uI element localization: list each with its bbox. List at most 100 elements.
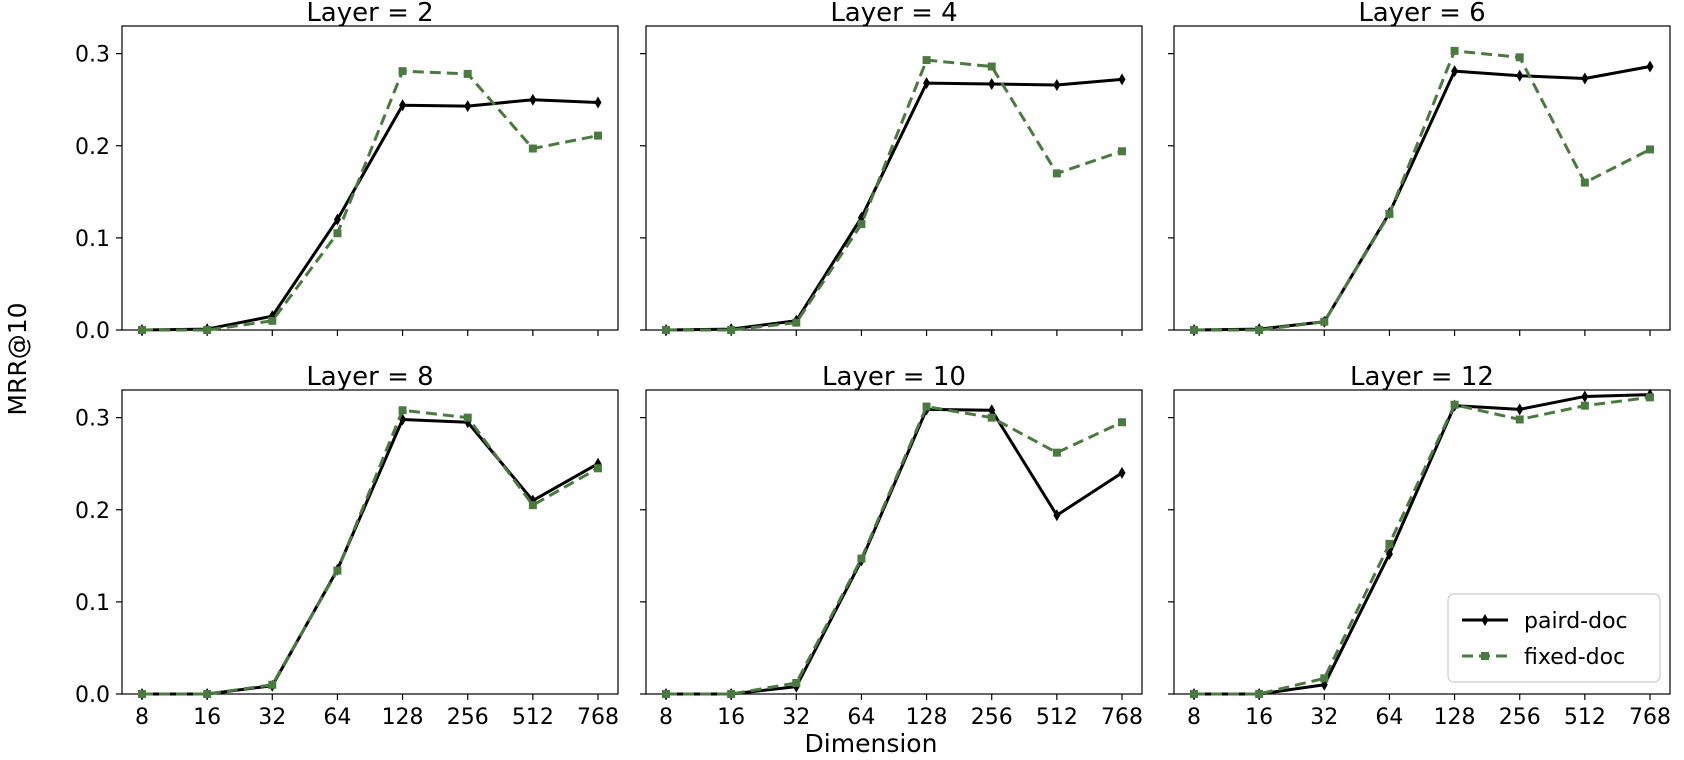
fixed-doc-line: [1194, 395, 1651, 696]
x-tick-label: 32: [258, 705, 286, 730]
subplot-5: Layer = 10 8 16 32 64 128 256 512 768: [640, 362, 1143, 730]
fixed-doc-point: [398, 67, 407, 76]
fixed-doc-point: [594, 464, 602, 473]
fixed-doc-point: [1118, 147, 1126, 156]
fixed-doc-line: [666, 405, 1123, 696]
fixed-doc-point: [1052, 448, 1061, 457]
fixed-doc-point: [1255, 690, 1264, 698]
fixed-doc-point: [203, 690, 212, 698]
fixed-doc-point: [922, 402, 931, 411]
fixed-doc-point: [792, 678, 801, 687]
fixed-doc-point: [203, 326, 212, 334]
fixed-doc-point: [1646, 145, 1654, 154]
axes-frame: [121, 25, 619, 331]
fixed-doc-point: [727, 690, 736, 698]
y-tick-label: 0.3: [75, 43, 110, 68]
fixed-doc-point: [727, 326, 736, 334]
fixed-doc-point: [594, 131, 602, 140]
subplot-title: Layer = 2: [306, 0, 433, 28]
x-axis-label: Dimension: [805, 729, 938, 758]
fixed-doc-point: [1052, 169, 1061, 178]
fixed-doc-line: [1194, 49, 1651, 332]
x-tick-label: 128: [906, 705, 948, 730]
fixed-doc-point: [138, 326, 146, 334]
x-tick-label: 32: [1310, 705, 1338, 730]
fixed-doc-point: [1320, 674, 1329, 683]
paird-doc-point: [1516, 69, 1524, 82]
subplot-2: Layer = 4: [640, 0, 1143, 336]
paird-doc-point: [1581, 390, 1589, 403]
x-tick-label: 8: [659, 705, 673, 730]
subplot-title: Layer = 12: [1350, 362, 1494, 392]
paird-doc-point: [1581, 72, 1589, 85]
paird-doc-point: [464, 100, 472, 113]
y-tick-label: 0.1: [75, 591, 110, 616]
paird-doc-line: [665, 77, 1123, 332]
fixed-doc-point: [528, 501, 537, 510]
fixed-doc-point: [333, 566, 342, 575]
x-tick-label: 512: [1564, 705, 1606, 730]
legend-label: paird-doc: [1524, 609, 1628, 634]
x-tick-label: 64: [847, 705, 875, 730]
x-tick-label: 16: [717, 705, 745, 730]
y-tick-label: 0.0: [75, 319, 110, 344]
y-tick-label: 0.3: [75, 407, 110, 432]
y-tick-label: 0.2: [75, 499, 110, 524]
fixed-doc-line: [142, 408, 599, 696]
x-tick-label: 256: [447, 705, 489, 730]
subplot-title: Layer = 4: [830, 0, 957, 28]
x-tick-label: 16: [1245, 705, 1273, 730]
fixed-doc-point: [1450, 400, 1459, 409]
paird-doc-point: [1516, 403, 1524, 416]
paird-doc-point: [1385, 547, 1393, 560]
fixed-doc-point: [1255, 326, 1264, 334]
fixed-doc-point: [1580, 178, 1589, 187]
paird-doc-point: [1118, 466, 1126, 479]
fixed-doc-point: [1646, 393, 1654, 402]
paird-doc-point: [1451, 65, 1459, 78]
x-tick-label: 512: [1036, 705, 1078, 730]
x-tick-label: 8: [135, 705, 149, 730]
paird-doc-line: [142, 417, 599, 696]
x-tick-label: 16: [193, 705, 221, 730]
fixed-doc-point: [398, 406, 407, 415]
subplot-1: Layer = 2 0.0 0.1 0.2 0.3: [75, 0, 619, 344]
fixed-doc-point: [138, 690, 146, 698]
legend-box: [1447, 593, 1661, 683]
x-tick-label: 64: [1375, 705, 1403, 730]
paird-doc-point: [1053, 509, 1061, 522]
x-tick-label: 64: [323, 705, 351, 730]
fixed-doc-point: [1190, 326, 1198, 334]
x-tick-label: 768: [1629, 705, 1671, 730]
paird-doc-point: [923, 77, 931, 90]
paird-doc-point: [988, 78, 996, 91]
axes-frame: [645, 389, 1143, 695]
x-tick-label: 512: [512, 705, 554, 730]
fixed-doc-point: [1385, 209, 1394, 218]
legend-marker: [1481, 614, 1489, 626]
fixed-doc-point: [333, 229, 342, 238]
y-tick-label: 0.1: [75, 227, 110, 252]
fixed-doc-point: [662, 326, 670, 334]
paird-doc-point: [1646, 60, 1654, 73]
x-tick-label: 8: [1187, 705, 1201, 730]
fixed-doc-point: [528, 144, 537, 153]
paird-doc-point: [1118, 73, 1126, 86]
paird-doc-point: [988, 404, 996, 417]
fixed-doc-point: [463, 413, 472, 422]
fixed-doc-point: [662, 690, 670, 698]
fixed-doc-point: [268, 680, 277, 689]
fixed-doc-point: [1190, 690, 1198, 698]
subplot-4: Layer = 8 8 16 32 64 128 256 512 768 0.0 0.1 0.2 0.3: [75, 362, 619, 730]
fixed-doc-point: [268, 316, 277, 325]
y-axis-label: MRR@10: [3, 302, 32, 415]
x-tick-label: 768: [577, 705, 619, 730]
axes-frame: [121, 389, 619, 695]
paird-doc-point: [399, 99, 407, 112]
fixed-doc-point: [1580, 401, 1589, 410]
paird-doc-line: [141, 98, 599, 332]
axes-frame: [1173, 389, 1671, 695]
subplot-title: Layer = 10: [822, 362, 966, 392]
fixed-doc-point: [987, 62, 996, 71]
fixed-doc-point: [1320, 317, 1329, 326]
